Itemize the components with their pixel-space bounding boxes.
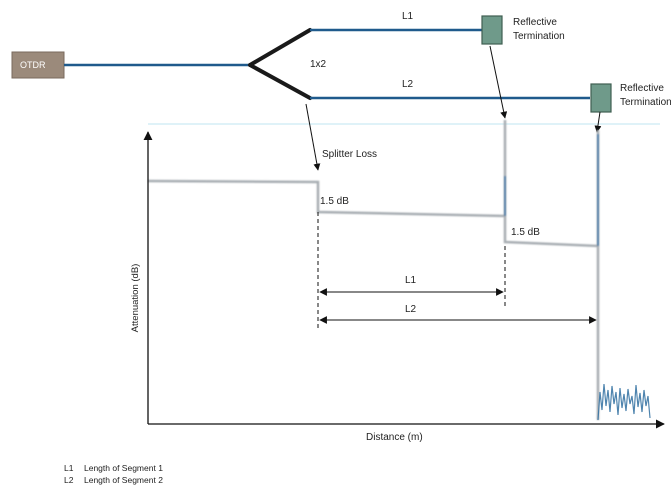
- splitter-label: 1x2: [310, 59, 327, 70]
- legend-text: Length of Segment 2: [84, 475, 163, 485]
- fiber-l2-label: L2: [402, 79, 414, 90]
- otdr-trace: [147, 120, 600, 420]
- arrow-splitter-loss: [305, 103, 321, 171]
- legend-row: L1 Length of Segment 1: [64, 463, 163, 473]
- splitter-loss-label: Splitter Loss: [322, 149, 378, 160]
- legend-row: L2 Length of Segment 2: [64, 475, 163, 485]
- step1-db-label: 1.5 dB: [320, 196, 349, 207]
- termination-box-1: [481, 15, 503, 45]
- span-l2-label: L2: [405, 304, 417, 315]
- legend-text: Length of Segment 1: [84, 463, 163, 473]
- step2-db-label: 1.5 dB: [511, 227, 540, 238]
- span-l1-label: L1: [405, 275, 417, 286]
- y-axis-label: Attenuation (dB): [130, 264, 141, 333]
- otdr-box: [11, 51, 65, 79]
- noise-floor: [597, 383, 651, 421]
- termination-box-2: [590, 83, 612, 113]
- legend-key: L2: [64, 475, 74, 485]
- termination-2-label-line2: Termination: [620, 97, 671, 108]
- x-axis-label: Distance (m): [366, 432, 423, 443]
- termination-2-label-line1: Reflective: [620, 83, 664, 94]
- arrow-reflection-1: [489, 45, 508, 119]
- termination-1-label-line1: Reflective: [513, 17, 557, 28]
- termination-1-label-line2: Termination: [513, 31, 565, 42]
- legend-key: L1: [64, 463, 74, 473]
- fiber-l1-label: L1: [402, 11, 414, 22]
- otdr-label: OTDR: [20, 60, 46, 70]
- splitter-shape: [248, 28, 312, 100]
- arrow-reflection-2: [594, 111, 602, 133]
